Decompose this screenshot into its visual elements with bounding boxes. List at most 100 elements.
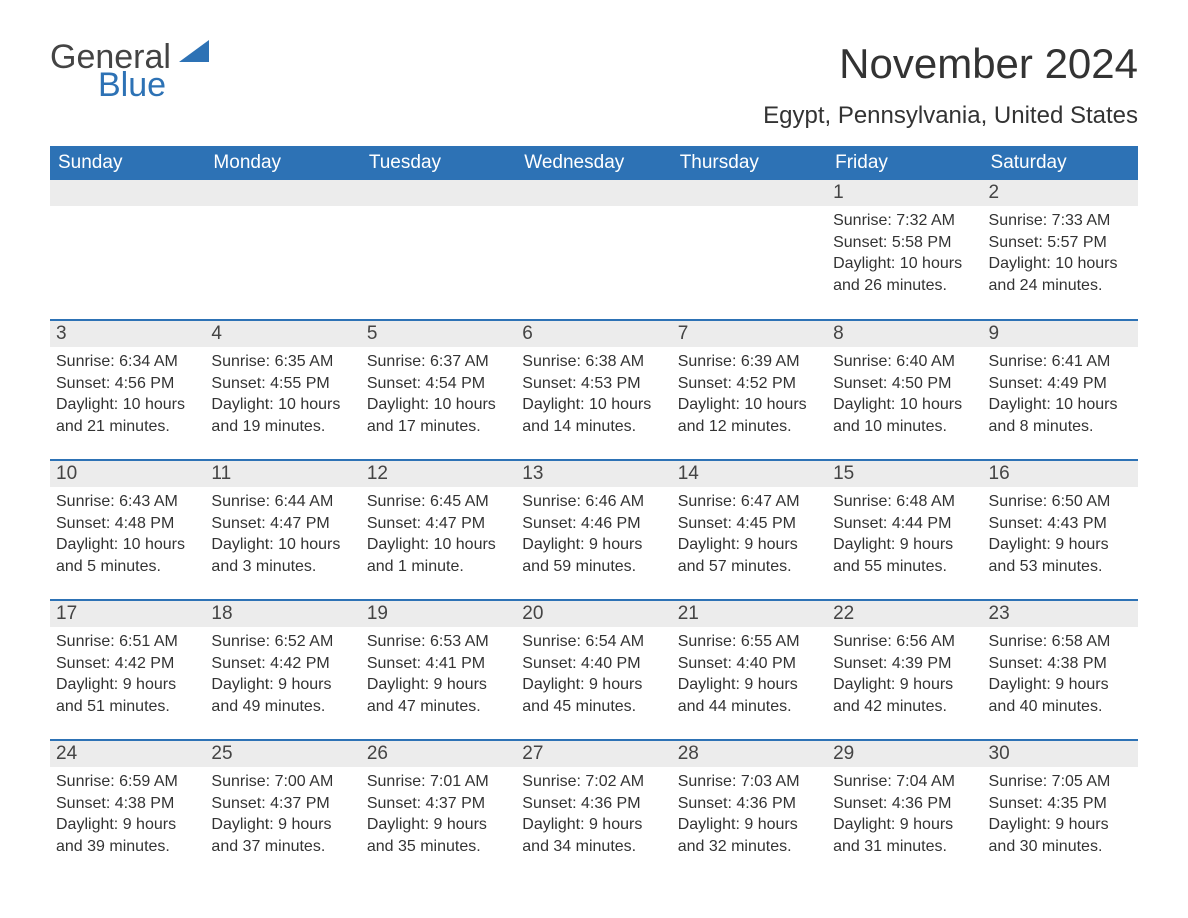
sunset-text: Sunset: 4:37 PM [211,793,354,815]
daylight-text: Daylight: 10 hours and 14 minutes. [522,394,665,437]
day-body: Sunrise: 6:34 AMSunset: 4:56 PMDaylight:… [50,347,205,443]
day-number: 5 [361,321,516,347]
day-number: 1 [827,180,982,206]
sunrise-text: Sunrise: 6:40 AM [833,351,976,373]
daylight-text: Daylight: 9 hours and 34 minutes. [522,814,665,857]
sunset-text: Sunset: 4:46 PM [522,513,665,535]
sunrise-text: Sunrise: 6:48 AM [833,491,976,513]
day-number: 11 [205,461,360,487]
day-header: Sunday [50,146,205,180]
day-body: Sunrise: 6:37 AMSunset: 4:54 PMDaylight:… [361,347,516,443]
day-number: 7 [672,321,827,347]
sunrise-text: Sunrise: 7:01 AM [367,771,510,793]
sunrise-text: Sunrise: 6:46 AM [522,491,665,513]
day-body: Sunrise: 6:58 AMSunset: 4:38 PMDaylight:… [983,627,1138,723]
daylight-text: Daylight: 10 hours and 1 minute. [367,534,510,577]
daylight-text: Daylight: 10 hours and 3 minutes. [211,534,354,577]
sunset-text: Sunset: 4:55 PM [211,373,354,395]
daylight-text: Daylight: 10 hours and 21 minutes. [56,394,199,437]
day-cell [672,180,827,320]
day-number [516,180,671,206]
day-cell: 22Sunrise: 6:56 AMSunset: 4:39 PMDayligh… [827,600,982,740]
day-body: Sunrise: 7:32 AMSunset: 5:58 PMDaylight:… [827,206,982,302]
daylight-text: Daylight: 9 hours and 39 minutes. [56,814,199,857]
day-number [361,180,516,206]
sunrise-text: Sunrise: 6:51 AM [56,631,199,653]
sunrise-text: Sunrise: 6:35 AM [211,351,354,373]
day-body: Sunrise: 6:52 AMSunset: 4:42 PMDaylight:… [205,627,360,723]
sunrise-text: Sunrise: 7:03 AM [678,771,821,793]
week-row: 10Sunrise: 6:43 AMSunset: 4:48 PMDayligh… [50,460,1138,600]
day-body: Sunrise: 7:01 AMSunset: 4:37 PMDaylight:… [361,767,516,863]
day-number [50,180,205,206]
day-body: Sunrise: 6:40 AMSunset: 4:50 PMDaylight:… [827,347,982,443]
day-body: Sunrise: 6:48 AMSunset: 4:44 PMDaylight:… [827,487,982,583]
day-cell: 20Sunrise: 6:54 AMSunset: 4:40 PMDayligh… [516,600,671,740]
daylight-text: Daylight: 10 hours and 26 minutes. [833,253,976,296]
day-body: Sunrise: 7:03 AMSunset: 4:36 PMDaylight:… [672,767,827,863]
day-body: Sunrise: 6:38 AMSunset: 4:53 PMDaylight:… [516,347,671,443]
day-cell: 28Sunrise: 7:03 AMSunset: 4:36 PMDayligh… [672,740,827,880]
day-cell: 15Sunrise: 6:48 AMSunset: 4:44 PMDayligh… [827,460,982,600]
day-body: Sunrise: 6:43 AMSunset: 4:48 PMDaylight:… [50,487,205,583]
sunset-text: Sunset: 4:44 PM [833,513,976,535]
sail-icon [179,40,209,67]
day-body: Sunrise: 6:35 AMSunset: 4:55 PMDaylight:… [205,347,360,443]
sunset-text: Sunset: 4:48 PM [56,513,199,535]
daylight-text: Daylight: 9 hours and 44 minutes. [678,674,821,717]
brand-logo: General Blue [50,40,209,102]
sunset-text: Sunset: 4:42 PM [56,653,199,675]
day-cell: 17Sunrise: 6:51 AMSunset: 4:42 PMDayligh… [50,600,205,740]
sunrise-text: Sunrise: 6:39 AM [678,351,821,373]
sunrise-text: Sunrise: 6:53 AM [367,631,510,653]
daylight-text: Daylight: 9 hours and 30 minutes. [989,814,1132,857]
sunrise-text: Sunrise: 6:43 AM [56,491,199,513]
sunset-text: Sunset: 4:38 PM [56,793,199,815]
day-cell: 1Sunrise: 7:32 AMSunset: 5:58 PMDaylight… [827,180,982,320]
sunset-text: Sunset: 4:43 PM [989,513,1132,535]
day-cell: 27Sunrise: 7:02 AMSunset: 4:36 PMDayligh… [516,740,671,880]
day-cell: 19Sunrise: 6:53 AMSunset: 4:41 PMDayligh… [361,600,516,740]
day-cell: 14Sunrise: 6:47 AMSunset: 4:45 PMDayligh… [672,460,827,600]
day-number: 26 [361,741,516,767]
day-body: Sunrise: 6:44 AMSunset: 4:47 PMDaylight:… [205,487,360,583]
day-cell: 23Sunrise: 6:58 AMSunset: 4:38 PMDayligh… [983,600,1138,740]
sunrise-text: Sunrise: 6:50 AM [989,491,1132,513]
day-cell [516,180,671,320]
sunrise-text: Sunrise: 6:59 AM [56,771,199,793]
day-cell: 10Sunrise: 6:43 AMSunset: 4:48 PMDayligh… [50,460,205,600]
daylight-text: Daylight: 9 hours and 57 minutes. [678,534,821,577]
day-body: Sunrise: 7:05 AMSunset: 4:35 PMDaylight:… [983,767,1138,863]
day-body: Sunrise: 7:33 AMSunset: 5:57 PMDaylight:… [983,206,1138,302]
day-body: Sunrise: 6:45 AMSunset: 4:47 PMDaylight:… [361,487,516,583]
week-row: 1Sunrise: 7:32 AMSunset: 5:58 PMDaylight… [50,180,1138,320]
sunrise-text: Sunrise: 7:05 AM [989,771,1132,793]
daylight-text: Daylight: 9 hours and 49 minutes. [211,674,354,717]
day-cell: 4Sunrise: 6:35 AMSunset: 4:55 PMDaylight… [205,320,360,460]
sunrise-text: Sunrise: 6:47 AM [678,491,821,513]
sunset-text: Sunset: 4:36 PM [522,793,665,815]
sunset-text: Sunset: 4:37 PM [367,793,510,815]
day-number [205,180,360,206]
day-cell: 16Sunrise: 6:50 AMSunset: 4:43 PMDayligh… [983,460,1138,600]
day-number: 27 [516,741,671,767]
daylight-text: Daylight: 9 hours and 35 minutes. [367,814,510,857]
sunrise-text: Sunrise: 7:04 AM [833,771,976,793]
day-number: 4 [205,321,360,347]
week-row: 24Sunrise: 6:59 AMSunset: 4:38 PMDayligh… [50,740,1138,880]
day-header-row: Sunday Monday Tuesday Wednesday Thursday… [50,146,1138,180]
day-cell [205,180,360,320]
day-header: Tuesday [361,146,516,180]
calendar-table: Sunday Monday Tuesday Wednesday Thursday… [50,146,1138,880]
title-block: November 2024 Egypt, Pennsylvania, Unite… [763,40,1138,138]
day-cell [50,180,205,320]
day-header: Thursday [672,146,827,180]
day-number: 15 [827,461,982,487]
sunrise-text: Sunrise: 6:44 AM [211,491,354,513]
sunset-text: Sunset: 4:45 PM [678,513,821,535]
sunrise-text: Sunrise: 6:56 AM [833,631,976,653]
sunset-text: Sunset: 4:52 PM [678,373,821,395]
day-number: 8 [827,321,982,347]
daylight-text: Daylight: 10 hours and 12 minutes. [678,394,821,437]
sunrise-text: Sunrise: 6:58 AM [989,631,1132,653]
